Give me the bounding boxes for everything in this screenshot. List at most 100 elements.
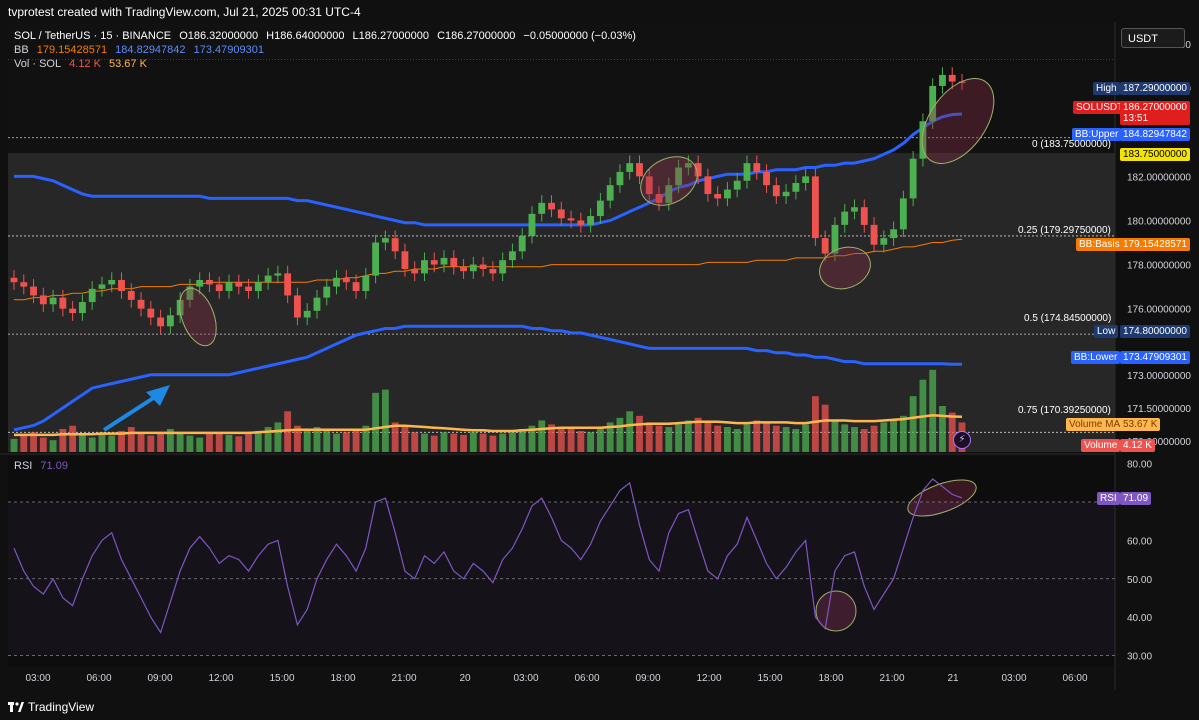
bb-legend-upper: 184.82947842 <box>115 44 186 56</box>
symbol-name[interactable]: SOL / TetherUS · 15 · BINANCE <box>14 30 172 42</box>
time-tick-label: 21:00 <box>391 673 416 684</box>
candle-body <box>245 286 252 292</box>
volume-bar <box>137 432 145 452</box>
price-tick-label: 180.00000000 <box>1127 216 1191 227</box>
volume-ma-line <box>14 413 963 437</box>
candle-body <box>157 317 165 327</box>
volume-bar <box>596 427 604 452</box>
highlight-ellipse <box>819 246 871 290</box>
ohlc-low: L186.27000000 <box>352 30 429 42</box>
vol-legend-label[interactable]: Vol · SOL <box>14 58 62 70</box>
candle-body <box>450 257 458 267</box>
rsi-tick-label: 80.00 <box>1127 460 1152 471</box>
volume-ma-label-tag: Volume MA <box>1066 418 1124 431</box>
volume-bar <box>548 424 555 452</box>
volume-bar <box>69 425 77 452</box>
candle-body <box>704 176 712 194</box>
volume-bar <box>118 430 125 452</box>
bb-legend-lower: 173.47909301 <box>193 44 264 56</box>
candle-body <box>303 310 311 318</box>
tradingview-logo-icon <box>8 702 24 712</box>
price-tick-label: 170.00000000 <box>1127 437 1191 448</box>
price-tick-label: 171.50000000 <box>1127 404 1191 415</box>
volume-bar <box>450 433 458 452</box>
candle-body <box>645 176 653 194</box>
volume-bar <box>460 434 467 452</box>
fib-label-025: 0.25 (179.29750000) <box>1018 225 1111 236</box>
high-value-tag: 187.29000000 <box>1120 82 1190 95</box>
volume-bar <box>587 432 595 452</box>
candle-body <box>118 280 125 292</box>
volume-bar <box>636 415 643 452</box>
lightning-icon[interactable]: ⚡ <box>953 431 971 449</box>
volume-bar <box>274 422 282 452</box>
volume-bar <box>841 424 849 452</box>
ohlc-open: O186.32000000 <box>179 30 259 42</box>
volume-bar <box>616 417 624 452</box>
candle-body <box>772 185 780 197</box>
candle-body <box>294 295 301 318</box>
volume-bar <box>567 429 575 452</box>
candle-body <box>763 171 770 186</box>
candle-body <box>694 163 702 177</box>
candle-body <box>30 286 37 296</box>
volume-bar <box>802 424 810 452</box>
time-tick-label: 21:00 <box>879 673 904 684</box>
candle-body <box>254 282 262 292</box>
volume-bar <box>127 427 135 452</box>
bollinger-bands <box>13 112 963 432</box>
volume-bar <box>235 436 243 452</box>
bb-legend-basis: 179.15428571 <box>36 44 108 56</box>
candle-body <box>733 180 741 190</box>
time-tick-label: 03:00 <box>1001 673 1026 684</box>
volume-bar <box>30 432 37 452</box>
candle-body <box>518 235 526 252</box>
vol-legend-volume: 4.12 K <box>69 58 101 70</box>
tradingview-logo[interactable]: TradingView <box>8 700 94 714</box>
candle-body <box>499 260 507 274</box>
volume-bar <box>772 425 780 452</box>
candle-body <box>352 282 360 292</box>
symbol-label-tag: SOLUSDT <box>1073 101 1127 114</box>
bb-lower-label-tag: BB:Lower <box>1071 351 1121 364</box>
snapshot-header: tvprotest created with TradingView.com, … <box>0 0 1199 22</box>
rsi-tick-label: 60.00 <box>1127 536 1152 547</box>
candle-body <box>899 198 907 230</box>
rsi-legend-label[interactable]: RSI <box>14 460 33 472</box>
candle-body <box>10 277 18 283</box>
price-tick-label: 182.00000000 <box>1127 172 1191 183</box>
time-tick-label: 20 <box>459 673 471 684</box>
candle-body <box>606 185 614 201</box>
candle-body <box>215 284 223 292</box>
volume-bar <box>733 429 741 452</box>
volume-bar <box>254 430 262 452</box>
volume-bar <box>469 432 477 452</box>
volume-bar <box>557 427 565 452</box>
volume-bar <box>401 427 409 452</box>
currency-button[interactable]: USDT <box>1121 28 1185 48</box>
candle-body <box>323 286 331 298</box>
candle-body <box>675 167 682 186</box>
volume-bar <box>518 429 526 452</box>
candle-body <box>39 295 47 305</box>
candle-body <box>20 282 28 287</box>
candle-body <box>616 171 624 186</box>
candle-body <box>939 74 946 86</box>
time-tick-label: 09:00 <box>147 673 172 684</box>
price-tick-label: 178.00000000 <box>1127 261 1191 272</box>
highlight-ellipse <box>179 287 217 347</box>
footer-bar: TradingView <box>0 696 1199 720</box>
volume-bar <box>528 425 536 452</box>
candle-body <box>821 238 829 254</box>
bb-basis-line <box>14 238 963 301</box>
bb-legend-label[interactable]: BB <box>14 44 29 56</box>
candle-body <box>841 211 849 225</box>
volume-bar <box>284 411 292 452</box>
trend-arrow-head <box>146 385 170 406</box>
volume-bar <box>880 422 888 452</box>
candle-body <box>59 297 67 309</box>
candle-body <box>596 200 604 217</box>
candle-body <box>577 220 585 225</box>
currency-button-label: USDT <box>1128 33 1158 45</box>
